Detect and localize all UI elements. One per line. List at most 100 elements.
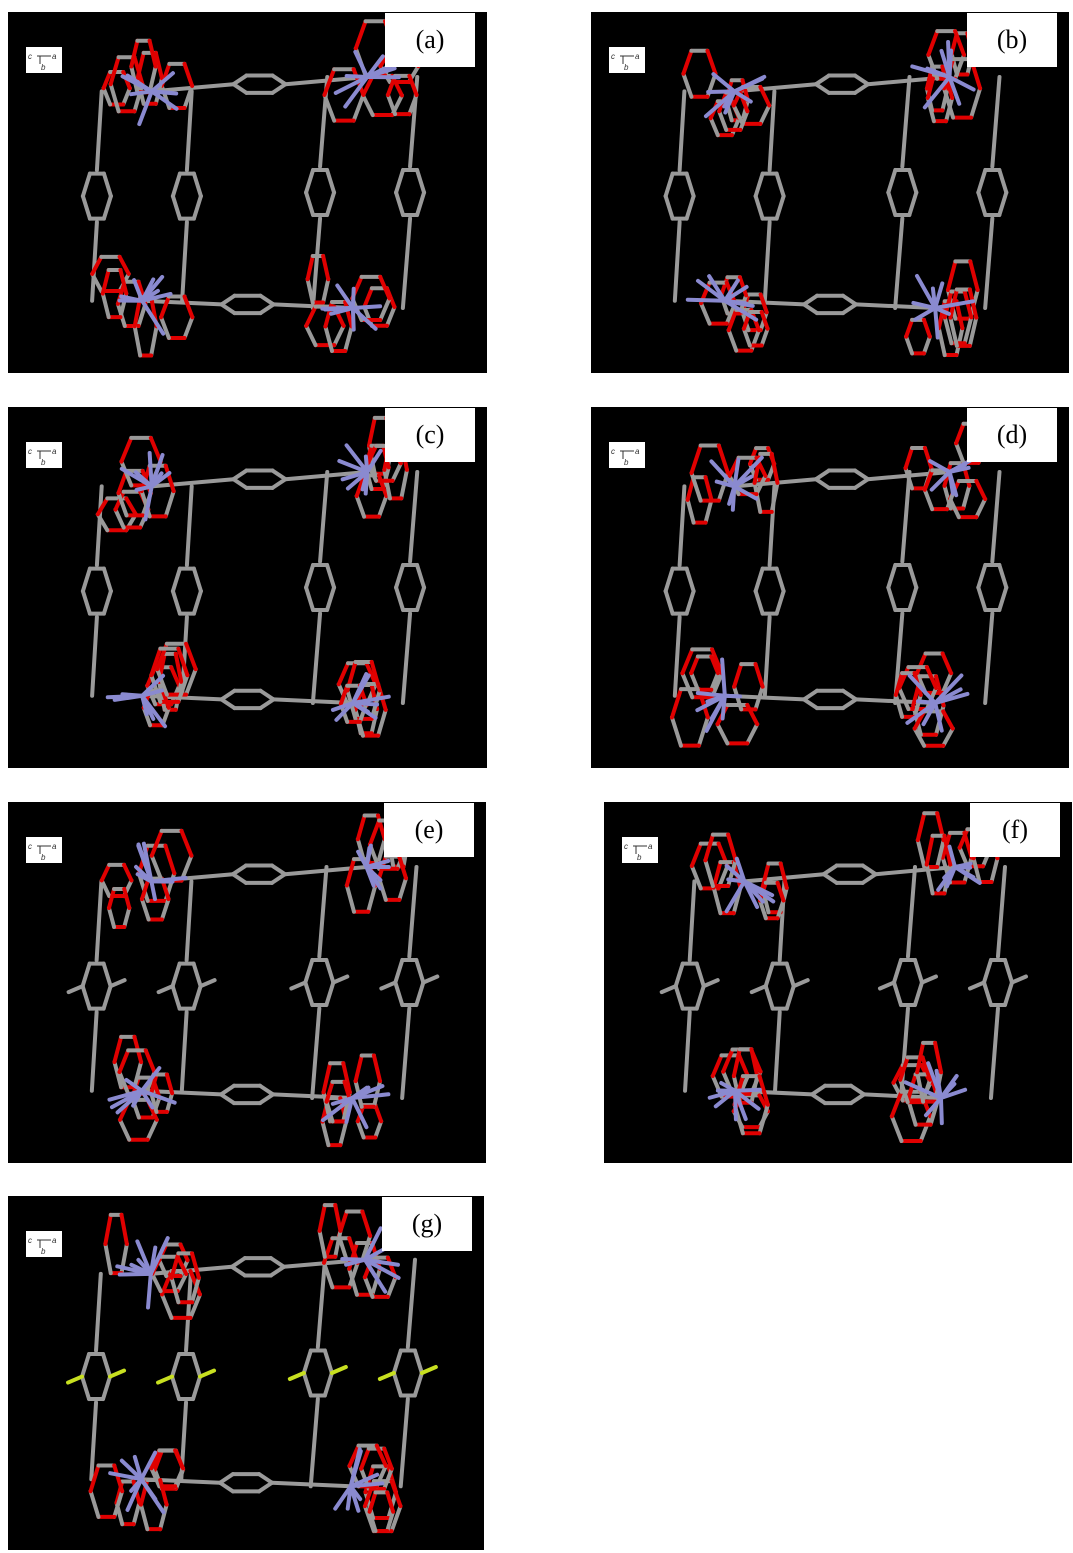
- bond: [680, 91, 685, 170]
- bond: [185, 317, 193, 338]
- bond: [326, 983, 333, 1006]
- bond: [305, 983, 312, 1006]
- bond: [777, 569, 784, 592]
- bond: [985, 219, 992, 309]
- panel: (e)cab: [8, 802, 486, 1163]
- bond: [272, 76, 285, 85]
- axis-arrows: [609, 47, 645, 73]
- bond: [401, 1399, 408, 1486]
- bond: [323, 256, 328, 279]
- bond: [943, 729, 953, 746]
- bond: [777, 196, 784, 219]
- panel: (c)cab: [8, 407, 487, 768]
- bond: [233, 84, 246, 93]
- bond: [711, 118, 718, 135]
- bond: [161, 297, 169, 318]
- bond: [345, 327, 352, 351]
- bond: [114, 1037, 121, 1062]
- bond: [92, 617, 97, 696]
- bond: [675, 222, 680, 301]
- bond: [82, 1377, 89, 1400]
- bond: [185, 297, 193, 318]
- bond: [690, 881, 695, 960]
- bond: [105, 1244, 110, 1273]
- bond: [925, 448, 931, 468]
- bond: [387, 307, 395, 326]
- panel: (g)cab: [8, 1196, 484, 1550]
- bond: [333, 977, 347, 983]
- bond: [387, 1492, 393, 1511]
- bond: [378, 710, 386, 736]
- bond: [948, 42, 949, 77]
- bond: [102, 865, 109, 881]
- bond: [909, 170, 916, 193]
- panel: (b)cab: [591, 12, 1069, 373]
- bond: [173, 196, 180, 219]
- bond: [326, 960, 333, 983]
- bond: [356, 1055, 362, 1081]
- bond: [760, 105, 769, 123]
- bond: [151, 326, 156, 355]
- bond: [766, 986, 773, 1009]
- bond: [687, 174, 694, 197]
- bond: [401, 470, 407, 499]
- bond: [735, 1090, 760, 1091]
- bond: [261, 304, 274, 313]
- bond: [126, 498, 135, 514]
- bond: [393, 463, 401, 480]
- bond: [725, 696, 740, 697]
- bond: [388, 95, 395, 114]
- bond: [943, 711, 953, 728]
- bond: [325, 308, 353, 310]
- bond: [369, 418, 375, 446]
- bond: [417, 170, 424, 193]
- axis-inset: cab: [26, 1231, 62, 1257]
- bond: [992, 472, 999, 562]
- bond: [120, 1274, 151, 1275]
- bond: [261, 296, 274, 305]
- bond: [110, 1371, 124, 1377]
- bond: [888, 170, 895, 193]
- bond: [103, 1354, 110, 1377]
- bond: [172, 1354, 179, 1377]
- bond: [233, 479, 246, 488]
- bond: [201, 980, 215, 986]
- bond: [104, 569, 111, 592]
- bond: [335, 1205, 340, 1231]
- bond: [339, 663, 348, 684]
- bond: [976, 481, 985, 499]
- bond: [680, 486, 685, 565]
- panel-label: (e): [384, 803, 474, 857]
- bond: [423, 977, 437, 983]
- bond: [1005, 960, 1012, 983]
- bond: [104, 986, 111, 1009]
- bond: [260, 1086, 273, 1095]
- panel: (d)cab: [591, 407, 1069, 768]
- bond: [347, 76, 368, 77]
- bond: [812, 1086, 825, 1095]
- bond: [1012, 977, 1026, 983]
- bond: [306, 326, 315, 345]
- bond: [928, 31, 937, 55]
- panel: (a)cab: [8, 12, 487, 373]
- bond: [948, 261, 955, 290]
- bond: [895, 219, 902, 309]
- bond: [311, 1399, 318, 1486]
- bond: [999, 193, 1006, 216]
- bond: [915, 308, 935, 320]
- bond: [259, 1474, 272, 1483]
- axis-inset: cab: [609, 47, 645, 73]
- bond: [409, 867, 416, 957]
- bond: [935, 308, 938, 338]
- bond: [186, 644, 196, 669]
- bond: [851, 1094, 864, 1103]
- bond: [747, 724, 757, 743]
- bond: [119, 1050, 128, 1072]
- bond: [173, 986, 180, 1009]
- panel-label: (d): [967, 408, 1057, 462]
- bond: [380, 298, 389, 320]
- bond: [221, 1086, 234, 1095]
- bond: [906, 320, 912, 337]
- bond: [111, 84, 119, 111]
- bond: [892, 1116, 902, 1141]
